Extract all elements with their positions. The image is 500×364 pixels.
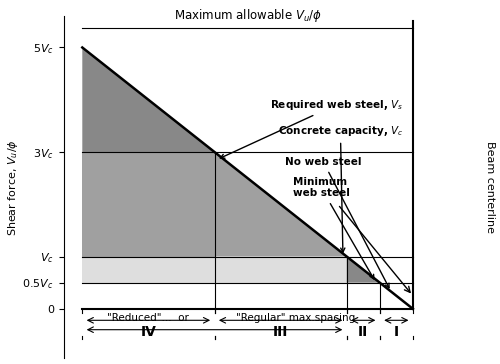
Text: II: II [358, 325, 368, 339]
Polygon shape [82, 47, 214, 152]
Text: No web steel: No web steel [285, 157, 389, 288]
Text: I: I [394, 325, 399, 339]
Text: Concrete capacity, $V_c$: Concrete capacity, $V_c$ [278, 124, 403, 252]
Polygon shape [214, 257, 346, 283]
Polygon shape [346, 257, 380, 283]
Y-axis label: Shear force, $V_u/\phi$: Shear force, $V_u/\phi$ [6, 139, 20, 236]
Polygon shape [82, 152, 214, 257]
Polygon shape [214, 152, 346, 257]
Text: Required web steel, $V_s$: Required web steel, $V_s$ [220, 98, 404, 158]
Text: Minimum
web steel: Minimum web steel [292, 177, 374, 279]
Text: "Regular" max.spacing: "Regular" max.spacing [236, 313, 356, 323]
Text: Beam centerline: Beam centerline [485, 141, 495, 233]
Text: Maximum allowable $V_u/\phi$: Maximum allowable $V_u/\phi$ [174, 7, 322, 24]
Polygon shape [82, 257, 214, 283]
Text: "Reduced"...  or: "Reduced"... or [108, 313, 190, 323]
Text: IV: IV [140, 325, 156, 339]
Text: III: III [273, 325, 288, 339]
